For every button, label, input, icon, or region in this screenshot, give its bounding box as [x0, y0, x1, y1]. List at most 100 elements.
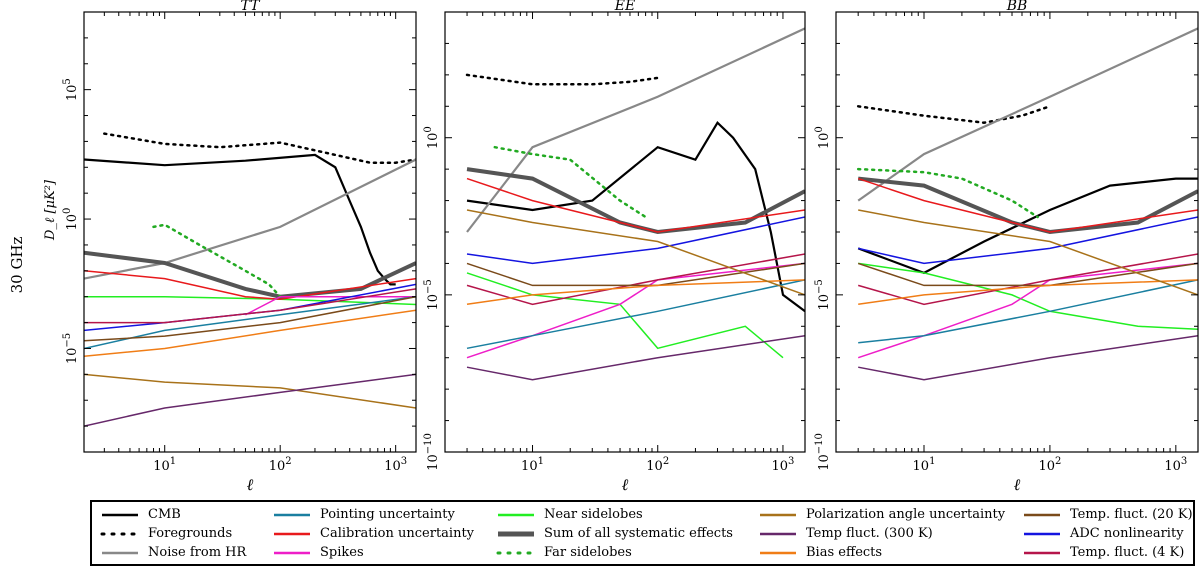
series-tfluct300 [84, 373, 416, 427]
legend-label: Temp fluct. (300 K) [806, 526, 933, 541]
series-adc [466, 216, 805, 265]
legend-label: Pointing uncertainty [320, 507, 455, 522]
series-pointing [84, 295, 416, 350]
series-sum [857, 176, 1198, 235]
series-fg [465, 73, 659, 86]
x-tick-label: 103 [771, 456, 794, 474]
series-noise [466, 27, 805, 233]
legend-swatch [274, 551, 310, 555]
series-calib [857, 177, 1198, 233]
series-fg [103, 132, 416, 164]
row-label: 30 GHz [8, 236, 26, 293]
legend-swatch [496, 551, 536, 555]
axes-frame [83, 11, 417, 453]
series-sum [466, 167, 805, 235]
series-cmb [466, 120, 805, 313]
legend-swatch [760, 513, 796, 517]
legend-swatch [274, 513, 310, 517]
y-tick-label: 10−10 [423, 433, 441, 471]
panel-ee: 101 102 103 10−10 10−5 100 EE ℓ [423, 0, 806, 494]
series-tfluct20 [84, 295, 416, 342]
x-tick-label: 101 [913, 456, 936, 474]
legend-swatch [102, 513, 138, 517]
x-axis-label: ℓ [622, 475, 629, 494]
legend-label: ADC nonlinearity [1070, 526, 1184, 541]
y-tick-label: 10−5 [814, 279, 832, 310]
panel-title: EE [614, 0, 635, 14]
series-bias [858, 279, 1198, 306]
legend: CMB Foregrounds Noise from HR Pointing unce… [90, 500, 1195, 566]
x-axis-label: ℓ [247, 475, 254, 494]
x-tick-label: 102 [1038, 456, 1061, 474]
series-calib [466, 177, 805, 233]
x-tick-label: 103 [1164, 456, 1187, 474]
legend-label: CMB [148, 507, 181, 522]
legend-swatch [1024, 532, 1060, 536]
y-tick-label: 100 [814, 126, 832, 149]
legend-swatch [1024, 513, 1060, 517]
series-farsl [856, 167, 1039, 219]
series-tfluct4 [466, 253, 805, 306]
legend-label: Noise from HR [148, 545, 247, 560]
series-polang [858, 209, 1198, 296]
legend-swatch [498, 513, 534, 517]
y-tick-label: 100 [423, 126, 441, 149]
series-polang [466, 209, 805, 296]
panel-bb: 101 102 103 10−10 10−5 100 BB ℓ [814, 0, 1199, 494]
figure: 30 GHz 101 102 103 10−5 100 105 TT ℓ D_ℓ [μK²] 10… [8, 0, 1199, 494]
series-noise [857, 27, 1198, 202]
y-tick-label: 105 [62, 78, 80, 101]
legend-label: Far sidelobes [544, 545, 632, 560]
legend-swatch [100, 532, 140, 536]
series-farsl [493, 145, 647, 219]
panel-title: TT [241, 0, 262, 14]
legend-swatch [498, 531, 534, 537]
y-tick-label: 100 [62, 208, 80, 231]
y-tick-label: 10−5 [423, 279, 441, 310]
series-nearsl [84, 295, 416, 306]
legend-label: Near sidelobes [544, 507, 643, 522]
panel-tt: 101 102 103 10−5 100 105 TT ℓ D_ℓ [μK²] [43, 0, 417, 494]
series-tfluct20 [466, 262, 805, 287]
series-bias [84, 309, 416, 358]
series-farsl [152, 223, 282, 298]
series-nearsl [466, 272, 784, 359]
series-polang [84, 373, 416, 409]
series-tfluct4 [857, 253, 1198, 306]
series-pointing [466, 279, 805, 350]
x-tick-label: 101 [521, 456, 544, 474]
series-spikes [466, 262, 805, 359]
legend-label: Polarization angle uncertainty [806, 507, 1006, 522]
x-axis-label: ℓ [1014, 475, 1021, 494]
x-tick-label: 103 [384, 456, 407, 474]
series-nearsl [858, 262, 1198, 331]
x-tick-label: 102 [646, 456, 669, 474]
axes-frame [444, 11, 806, 453]
y-axis-label: D_ℓ [μK²] [43, 179, 58, 241]
series-spikes [857, 262, 1198, 359]
legend-label: Bias effects [806, 545, 883, 560]
panel-title: BB [1006, 0, 1028, 14]
series-fg [856, 105, 1052, 124]
legend-swatch [102, 551, 138, 555]
legend-label: Calibration uncertainty [320, 526, 475, 541]
series-noise [84, 158, 416, 280]
series-tfluct300 [466, 334, 805, 381]
series-bias [466, 279, 805, 306]
series-adc [858, 216, 1198, 265]
legend-swatch [760, 532, 796, 536]
legend-label: Sum of all systematic effects [544, 526, 733, 541]
series-calib [84, 270, 416, 300]
legend-swatch [1024, 551, 1060, 555]
series-tfluct20 [857, 262, 1198, 287]
y-tick-label: 10−10 [814, 433, 832, 471]
series-tfluct300 [858, 334, 1198, 381]
legend-swatch [274, 532, 310, 536]
y-tick-label: 10−5 [62, 333, 80, 364]
legend-swatch [760, 551, 796, 555]
legend-label: Foregrounds [148, 526, 233, 541]
axes-frame [835, 11, 1199, 453]
legend-label: Temp. fluct. (4 K) [1070, 545, 1185, 560]
x-tick-label: 102 [269, 456, 292, 474]
series-pointing [858, 279, 1198, 344]
